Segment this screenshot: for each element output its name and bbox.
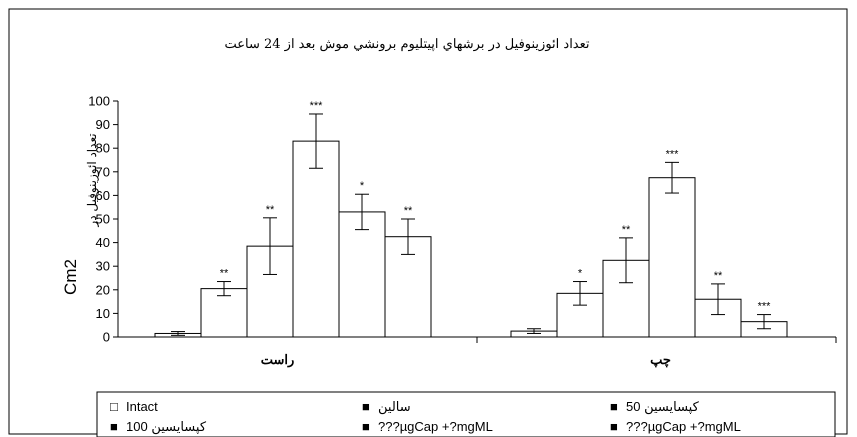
chart-frame [8,8,848,435]
legend: □ Intact ■ سالين ■ كپسايسين 50 ■ كپسايسين 100 ■?… [96,391,836,437]
bars-layer: ********************* [154,100,788,338]
legend-marker: □ [110,399,118,414]
legend-marker: ■ [110,419,118,434]
x-category-label: چپ [650,353,671,368]
significance-label: * [578,268,583,280]
y-tick-label: 90 [96,117,110,132]
legend-marker: ■ [610,399,618,414]
legend-entry: ???µgCap +?mgML [626,419,741,434]
significance-label: ** [714,270,723,282]
y-tick-label: 70 [96,164,110,179]
significance-label: *** [666,148,680,160]
legend-entry: ???µgCap +?mgML [378,419,493,434]
y-tick-label: 50 [96,212,110,227]
bar [338,211,386,338]
legend-entry: سالين [378,399,411,415]
y-tick-label: 100 [88,94,110,109]
y-tick-label: 40 [96,235,110,250]
legend-entry: كپسايسين 50 [626,399,700,415]
bar [648,177,696,338]
y-tick-label: 60 [96,188,110,203]
legend-marker: ■ [362,419,370,434]
axis-layer: 0 10 20 30 40 50 60 70 80 90 100 راست چپ [88,94,837,368]
y-tick-label: 20 [96,282,110,297]
x-category-label: راست [261,353,295,368]
y-tick-label: 0 [103,330,110,345]
legend-entry: Intact [126,399,158,414]
significance-label: ** [266,204,275,216]
y-tick-label: 30 [96,259,110,274]
bar [200,288,248,338]
significance-label: ** [220,268,229,280]
chart-title: تعداد ائوزينوفيل در برشهاي اپيتليوم برون… [224,37,589,52]
legend-box [96,391,836,437]
significance-label: *** [310,100,324,112]
significance-label: ** [404,205,413,217]
bar [292,140,340,338]
legend-marker: ■ [362,399,370,414]
y-tick-label: 80 [96,141,110,156]
significance-label: *** [758,301,772,313]
significance-label: * [360,180,365,192]
legend-entry: كپسايسين 100 [126,419,207,435]
y-axis-label: تعداد ائوزينوفيل در [85,133,99,227]
legend-marker: ■ [610,419,618,434]
y-tick-label: 10 [96,306,110,321]
y-axis-unit: Cm2 [61,259,80,295]
significance-label: ** [622,224,631,236]
